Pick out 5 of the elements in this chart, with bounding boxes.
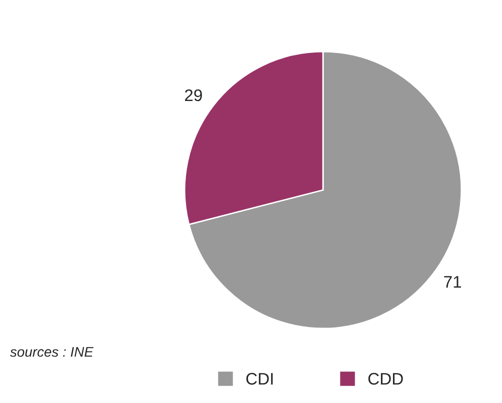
legend-label: CDI [246,372,273,385]
legend-label: CDD [368,372,403,385]
source-note: sources : INE [10,347,94,357]
data-label: 71 [444,276,462,288]
data-label: 29 [185,89,202,102]
